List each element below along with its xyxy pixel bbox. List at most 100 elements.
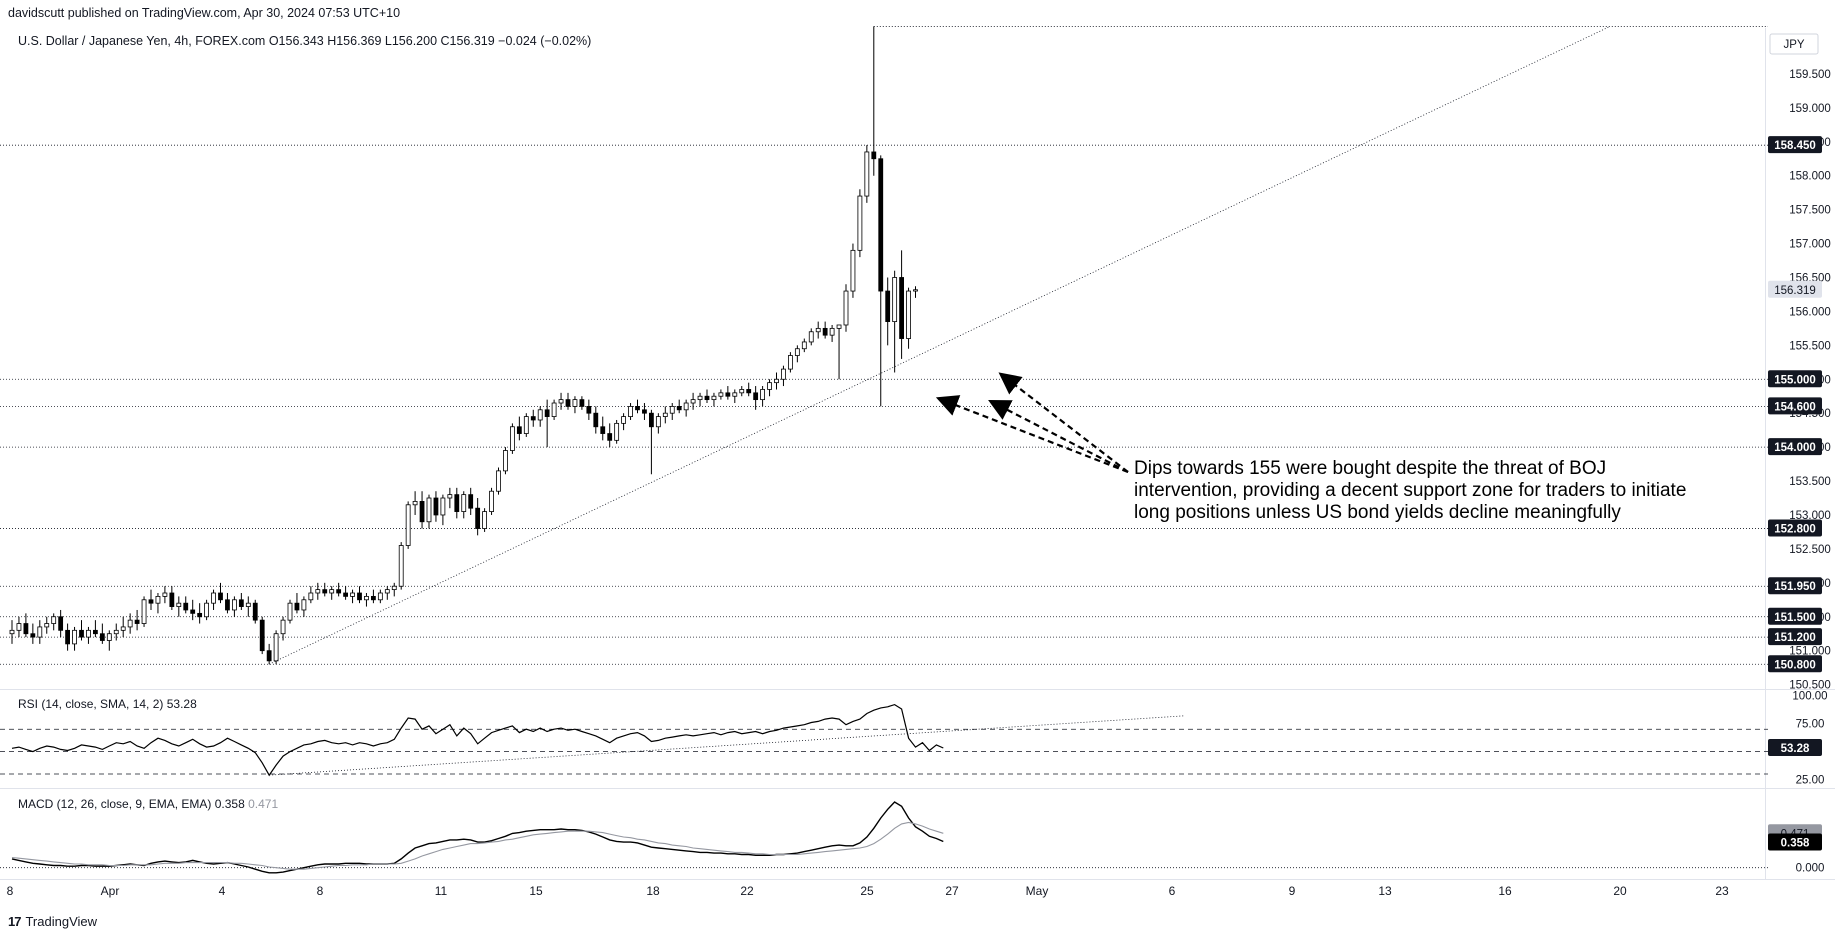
candle[interactable] [794, 345, 800, 363]
time-axis[interactable]: 8 Apr 4 8 11 15 18 22 25 27 May 6 9 13 16 20 23 [7, 884, 1729, 898]
price-pane[interactable]: JPY150.500151.000151.500152.000152.50015… [0, 26, 1835, 880]
candle[interactable] [690, 392, 696, 410]
candle[interactable] [822, 321, 828, 339]
candle[interactable] [774, 372, 779, 390]
candle[interactable] [697, 392, 703, 407]
candle[interactable] [850, 243, 856, 298]
candle[interactable] [231, 596, 237, 617]
macd-line[interactable] [11, 801, 944, 874]
candle[interactable] [308, 586, 314, 604]
candle[interactable] [544, 399, 550, 448]
candle[interactable] [461, 491, 467, 519]
rsi-line[interactable] [11, 703, 944, 777]
candle[interactable] [141, 596, 147, 627]
candle[interactable] [30, 623, 36, 644]
candle[interactable] [885, 277, 891, 346]
candle[interactable] [906, 287, 911, 349]
candle[interactable] [760, 386, 765, 407]
candle[interactable] [801, 338, 807, 353]
candle[interactable] [266, 643, 272, 665]
last-price-badge[interactable] [1768, 280, 1822, 298]
candle[interactable] [370, 589, 376, 604]
candle[interactable] [788, 352, 793, 373]
candle[interactable] [294, 593, 300, 614]
candle[interactable] [433, 491, 439, 522]
level-badge[interactable] [1768, 370, 1822, 388]
candle[interactable] [343, 586, 349, 600]
candle[interactable] [843, 284, 849, 332]
candle[interactable] [593, 406, 599, 434]
candle[interactable] [169, 586, 175, 610]
candle[interactable] [315, 582, 321, 600]
candle[interactable] [586, 399, 592, 420]
candle[interactable] [127, 613, 133, 634]
candle[interactable] [864, 145, 870, 203]
candle[interactable] [336, 582, 342, 597]
candle[interactable] [391, 582, 397, 597]
candle[interactable] [259, 616, 265, 655]
candle[interactable] [496, 467, 501, 495]
candle[interactable] [183, 596, 189, 614]
candle[interactable] [781, 365, 786, 387]
candle[interactable] [628, 403, 633, 420]
candle[interactable] [218, 582, 223, 604]
candle[interactable] [892, 270, 898, 373]
candle[interactable] [489, 487, 494, 515]
candle[interactable] [440, 494, 446, 526]
candle[interactable] [245, 596, 251, 617]
candle[interactable] [857, 189, 863, 258]
candle[interactable] [767, 379, 772, 397]
candle[interactable] [23, 613, 29, 638]
candle[interactable] [621, 413, 626, 431]
candle[interactable] [16, 616, 22, 638]
level-badge[interactable] [1768, 628, 1822, 646]
candle[interactable] [899, 250, 904, 359]
candle[interactable] [37, 620, 43, 644]
candle[interactable] [364, 593, 369, 607]
candle[interactable] [753, 386, 759, 410]
candle[interactable] [509, 423, 515, 454]
candle[interactable] [537, 406, 543, 427]
candle[interactable] [649, 409, 654, 475]
candle[interactable] [878, 155, 884, 407]
candle[interactable] [836, 324, 842, 380]
candle[interactable] [475, 498, 481, 536]
level-badge[interactable] [1768, 438, 1822, 456]
level-badge[interactable] [1768, 136, 1822, 154]
candle[interactable] [447, 487, 453, 509]
candle[interactable] [572, 396, 578, 414]
candle[interactable] [815, 321, 821, 339]
candle[interactable] [225, 593, 230, 614]
candle[interactable] [113, 623, 119, 641]
candle[interactable] [65, 623, 70, 651]
symbol-ohlc-line[interactable]: U.S. Dollar / Japanese Yen, 4h, FOREX.co… [18, 34, 592, 48]
candle[interactable] [607, 423, 613, 448]
candle[interactable] [9, 620, 15, 644]
level-badge[interactable] [1768, 607, 1822, 625]
candle[interactable] [579, 396, 585, 410]
currency-badge[interactable] [1769, 33, 1819, 55]
candle[interactable] [44, 616, 50, 634]
macd-value-badge[interactable] [1768, 833, 1822, 851]
candle[interactable] [871, 26, 877, 176]
candle[interactable] [600, 416, 606, 441]
candle[interactable] [482, 508, 488, 532]
candle[interactable] [106, 630, 112, 651]
candle[interactable] [190, 599, 196, 621]
candle[interactable] [426, 494, 432, 529]
candle[interactable] [829, 324, 835, 342]
candle[interactable] [419, 491, 425, 529]
candle[interactable] [273, 630, 279, 665]
level-badge[interactable] [1768, 397, 1822, 415]
candle[interactable] [642, 403, 647, 420]
candle[interactable] [238, 593, 244, 610]
candle[interactable] [287, 599, 293, 624]
rsi-value-badge[interactable] [1768, 738, 1822, 756]
candle[interactable] [725, 386, 731, 400]
candle[interactable] [558, 392, 564, 410]
candle[interactable] [704, 389, 710, 404]
candle[interactable] [51, 613, 57, 631]
candle[interactable] [93, 620, 98, 638]
candle[interactable] [252, 599, 258, 624]
